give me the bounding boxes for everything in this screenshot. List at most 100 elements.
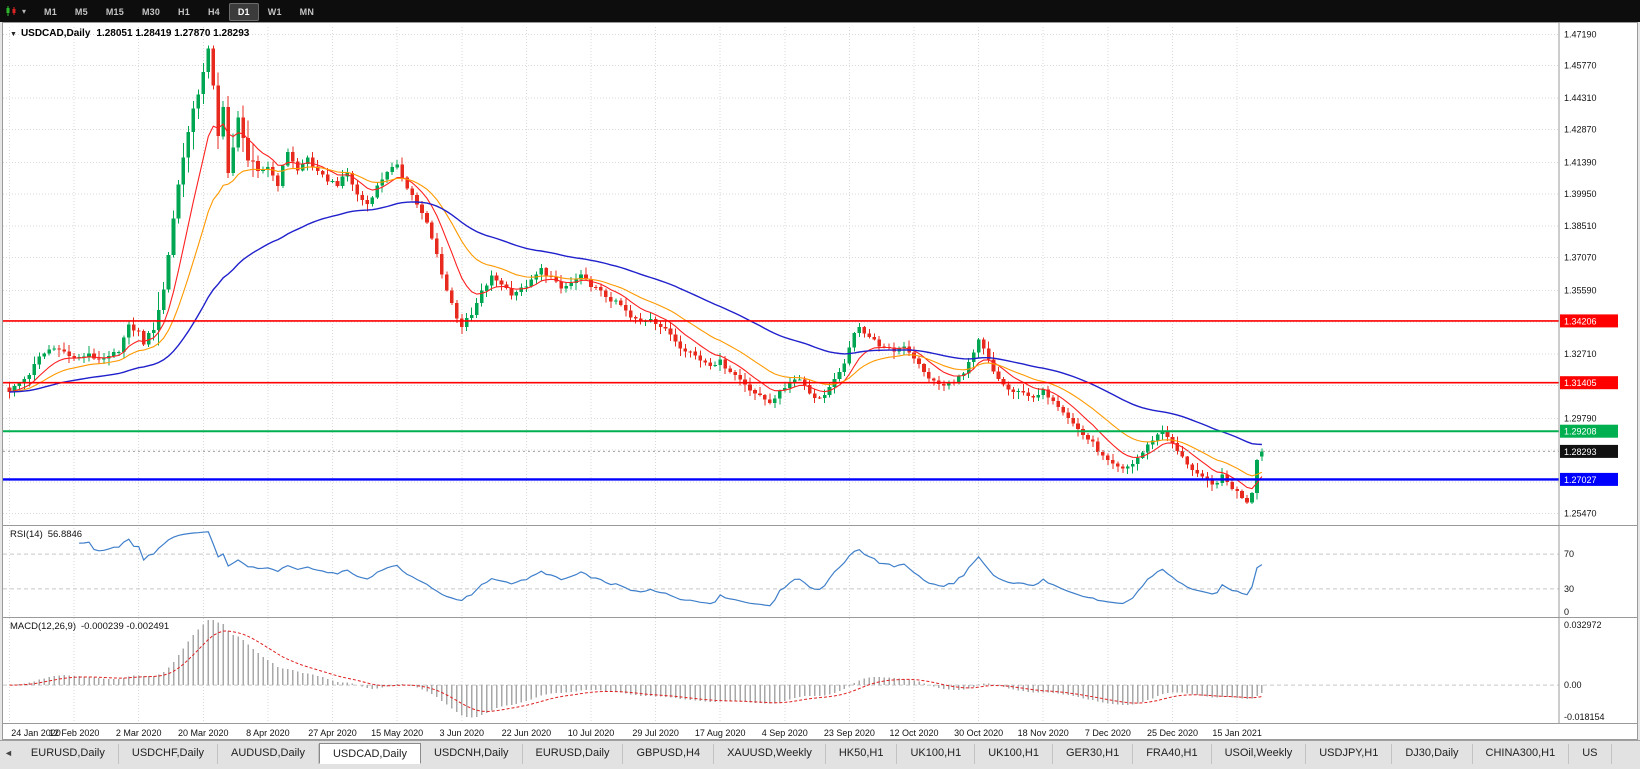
- chart-tab-audusd-daily[interactable]: AUDUSD,Daily: [218, 744, 319, 764]
- chart-tab-usdcnh-daily[interactable]: USDCNH,Daily: [421, 744, 523, 764]
- svg-text:22 Jun 2020: 22 Jun 2020: [502, 728, 552, 738]
- svg-text:1.28293: 1.28293: [1564, 447, 1597, 457]
- svg-text:29 Jul 2020: 29 Jul 2020: [632, 728, 679, 738]
- macd-indicator-label: MACD(12,26,9) -0.000239 -0.002491: [10, 621, 169, 632]
- svg-text:15 May 2020: 15 May 2020: [371, 728, 423, 738]
- chart-tab-usdchf-daily[interactable]: USDCHF,Daily: [119, 744, 219, 764]
- svg-text:12 Feb 2020: 12 Feb 2020: [49, 728, 100, 738]
- chart-symbol-label: USDCAD,Daily: [20, 28, 91, 39]
- timeframe-button-h4[interactable]: H4: [207, 7, 220, 17]
- chart-tab-uk100-h1[interactable]: UK100,H1: [897, 744, 976, 764]
- axis-price-badge: 1.29208: [1560, 424, 1618, 438]
- svg-text:2 Mar 2020: 2 Mar 2020: [116, 728, 162, 738]
- svg-text:1.47190: 1.47190: [1564, 29, 1597, 39]
- tabs-scroll-left-icon[interactable]: ◄: [4, 748, 13, 758]
- macd-signal-line: [9, 630, 1262, 713]
- svg-text:70: 70: [1564, 549, 1574, 559]
- svg-text:1.38510: 1.38510: [1564, 221, 1597, 231]
- rsi-value: 56.8846: [47, 529, 83, 540]
- svg-text:1.31405: 1.31405: [1564, 378, 1597, 388]
- chart-tab-uk100-h1[interactable]: UK100,H1: [975, 744, 1053, 764]
- chart-tab-dj30-daily[interactable]: DJ30,Daily: [1392, 744, 1473, 764]
- axis-price-badge: 1.34206: [1560, 314, 1618, 328]
- svg-text:3 Jun 2020: 3 Jun 2020: [440, 728, 485, 738]
- svg-text:1.25470: 1.25470: [1564, 509, 1597, 519]
- ma-line-9: [9, 123, 1263, 490]
- svg-text:1.34206: 1.34206: [1564, 316, 1597, 326]
- svg-text:1.41390: 1.41390: [1564, 157, 1597, 167]
- chart-tab-usoil-weekly[interactable]: USOil,Weekly: [1212, 744, 1307, 764]
- svg-text:-0.018154: -0.018154: [1564, 712, 1605, 722]
- timeframe-button-m15[interactable]: M15: [105, 7, 124, 17]
- timeframe-toolbar: ▾ M1 M5 M15 M30 H1 H4 D1 W1 MN: [0, 0, 1640, 22]
- chart-window: 1.47190 1.45770 1.44310 1.42870 1.41390 1.399…: [2, 22, 1638, 740]
- svg-text:1.27027: 1.27027: [1564, 475, 1597, 485]
- svg-text:25 Dec 2020: 25 Dec 2020: [1147, 728, 1198, 738]
- chart-grid: [3, 27, 1559, 721]
- chart-tab-eurusd-daily[interactable]: EURUSD,Daily: [523, 744, 624, 764]
- svg-text:24 Jan 2020: 24 Jan 2020: [11, 728, 61, 738]
- svg-text:0.032972: 0.032972: [1564, 620, 1602, 630]
- chart-type-dropdown-arrow-icon[interactable]: ▾: [22, 6, 27, 16]
- chart-canvas[interactable]: 1.47190 1.45770 1.44310 1.42870 1.41390 1.399…: [3, 23, 1637, 739]
- chart-tab-eurusd-daily[interactable]: EURUSD,Daily: [18, 744, 119, 764]
- axis-price-badge: 1.28293: [1560, 444, 1618, 458]
- svg-text:18 Nov 2020: 18 Nov 2020: [1018, 728, 1069, 738]
- svg-text:27 Apr 2020: 27 Apr 2020: [308, 728, 357, 738]
- chart-ohlc-values: 1.28051 1.28419 1.27870 1.28293: [96, 28, 250, 39]
- macd-name: MACD(12,26,9): [10, 621, 76, 632]
- chart-tabs-bar: ◄ EURUSD,Daily USDCHF,Daily AUDUSD,Daily US…: [0, 740, 1640, 769]
- svg-text:0: 0: [1564, 607, 1569, 617]
- svg-text:12 Oct 2020: 12 Oct 2020: [889, 728, 938, 738]
- macd-histogram: [13, 620, 1263, 718]
- svg-text:15 Jan 2021: 15 Jan 2021: [1212, 728, 1262, 738]
- chart-tab-usdcad-daily[interactable]: USDCAD,Daily: [318, 743, 421, 764]
- candlesticks: [7, 45, 1264, 505]
- svg-text:1.39950: 1.39950: [1564, 189, 1597, 199]
- timeframe-buttons: M1 M5 M15 M30 H1 H4 D1 W1 MN: [35, 2, 323, 21]
- svg-text:4 Sep 2020: 4 Sep 2020: [762, 728, 808, 738]
- svg-text:30 Oct 2020: 30 Oct 2020: [954, 728, 1003, 738]
- timeframe-button-m30[interactable]: M30: [141, 7, 161, 17]
- svg-text:30: 30: [1564, 584, 1574, 594]
- svg-text:17 Aug 2020: 17 Aug 2020: [695, 728, 746, 738]
- svg-text:10 Jul 2020: 10 Jul 2020: [568, 728, 615, 738]
- timeframe-button-m1[interactable]: M1: [44, 7, 57, 17]
- svg-text:1.45770: 1.45770: [1564, 61, 1597, 71]
- svg-text:20 Mar 2020: 20 Mar 2020: [178, 728, 229, 738]
- timeframe-button-m5[interactable]: M5: [74, 7, 88, 17]
- chart-tab-us[interactable]: US: [1569, 744, 1612, 764]
- candlestick-chart-icon[interactable]: [5, 5, 19, 17]
- axis-price-badge: 1.31405: [1560, 376, 1618, 390]
- axis-price-badge: 1.27027: [1560, 472, 1618, 486]
- timeframe-button-d1[interactable]: D1: [228, 3, 259, 21]
- timeframe-button-mn[interactable]: MN: [299, 7, 315, 17]
- ma-line-20: [9, 166, 1263, 477]
- macd-axis[interactable]: 0.032972 0.00 -0.018154: [1564, 620, 1605, 722]
- chart-tab-gbpusd-h4[interactable]: GBPUSD,H4: [623, 744, 715, 764]
- rsi-indicator-label: RSI(14) 56.8846: [10, 529, 82, 540]
- svg-text:23 Sep 2020: 23 Sep 2020: [824, 728, 875, 738]
- rsi-name: RSI(14): [10, 529, 43, 540]
- svg-text:7 Dec 2020: 7 Dec 2020: [1085, 728, 1131, 738]
- svg-text:0.00: 0.00: [1564, 680, 1582, 690]
- chart-tab-usdjpy-h1[interactable]: USDJPY,H1: [1306, 744, 1393, 764]
- macd-values: -0.000239 -0.002491: [81, 621, 170, 632]
- chart-title: ▼ USDCAD,Daily 1.28051 1.28419 1.27870 1.2…: [10, 28, 249, 39]
- chart-tab-china300-h1[interactable]: CHINA300,H1: [1473, 744, 1570, 764]
- chart-menu-arrow-icon[interactable]: ▼: [10, 31, 17, 38]
- rsi-line: [79, 531, 1263, 607]
- svg-text:1.29208: 1.29208: [1564, 427, 1597, 437]
- timeframe-button-w1[interactable]: W1: [267, 7, 282, 17]
- chart-tab-xauusd-weekly[interactable]: XAUUSD,Weekly: [714, 744, 826, 764]
- svg-text:1.37070: 1.37070: [1564, 253, 1597, 263]
- ma-line-55: [9, 201, 1262, 446]
- chart-tab-fra40-h1[interactable]: FRA40,H1: [1133, 744, 1212, 764]
- chart-tab-hk50-h1[interactable]: HK50,H1: [826, 744, 898, 764]
- chart-tab-ger30-h1[interactable]: GER30,H1: [1053, 744, 1134, 764]
- rsi-axis[interactable]: 70 30 0: [1564, 549, 1574, 617]
- svg-text:1.29790: 1.29790: [1564, 413, 1597, 423]
- timeframe-button-h1[interactable]: H1: [178, 7, 190, 17]
